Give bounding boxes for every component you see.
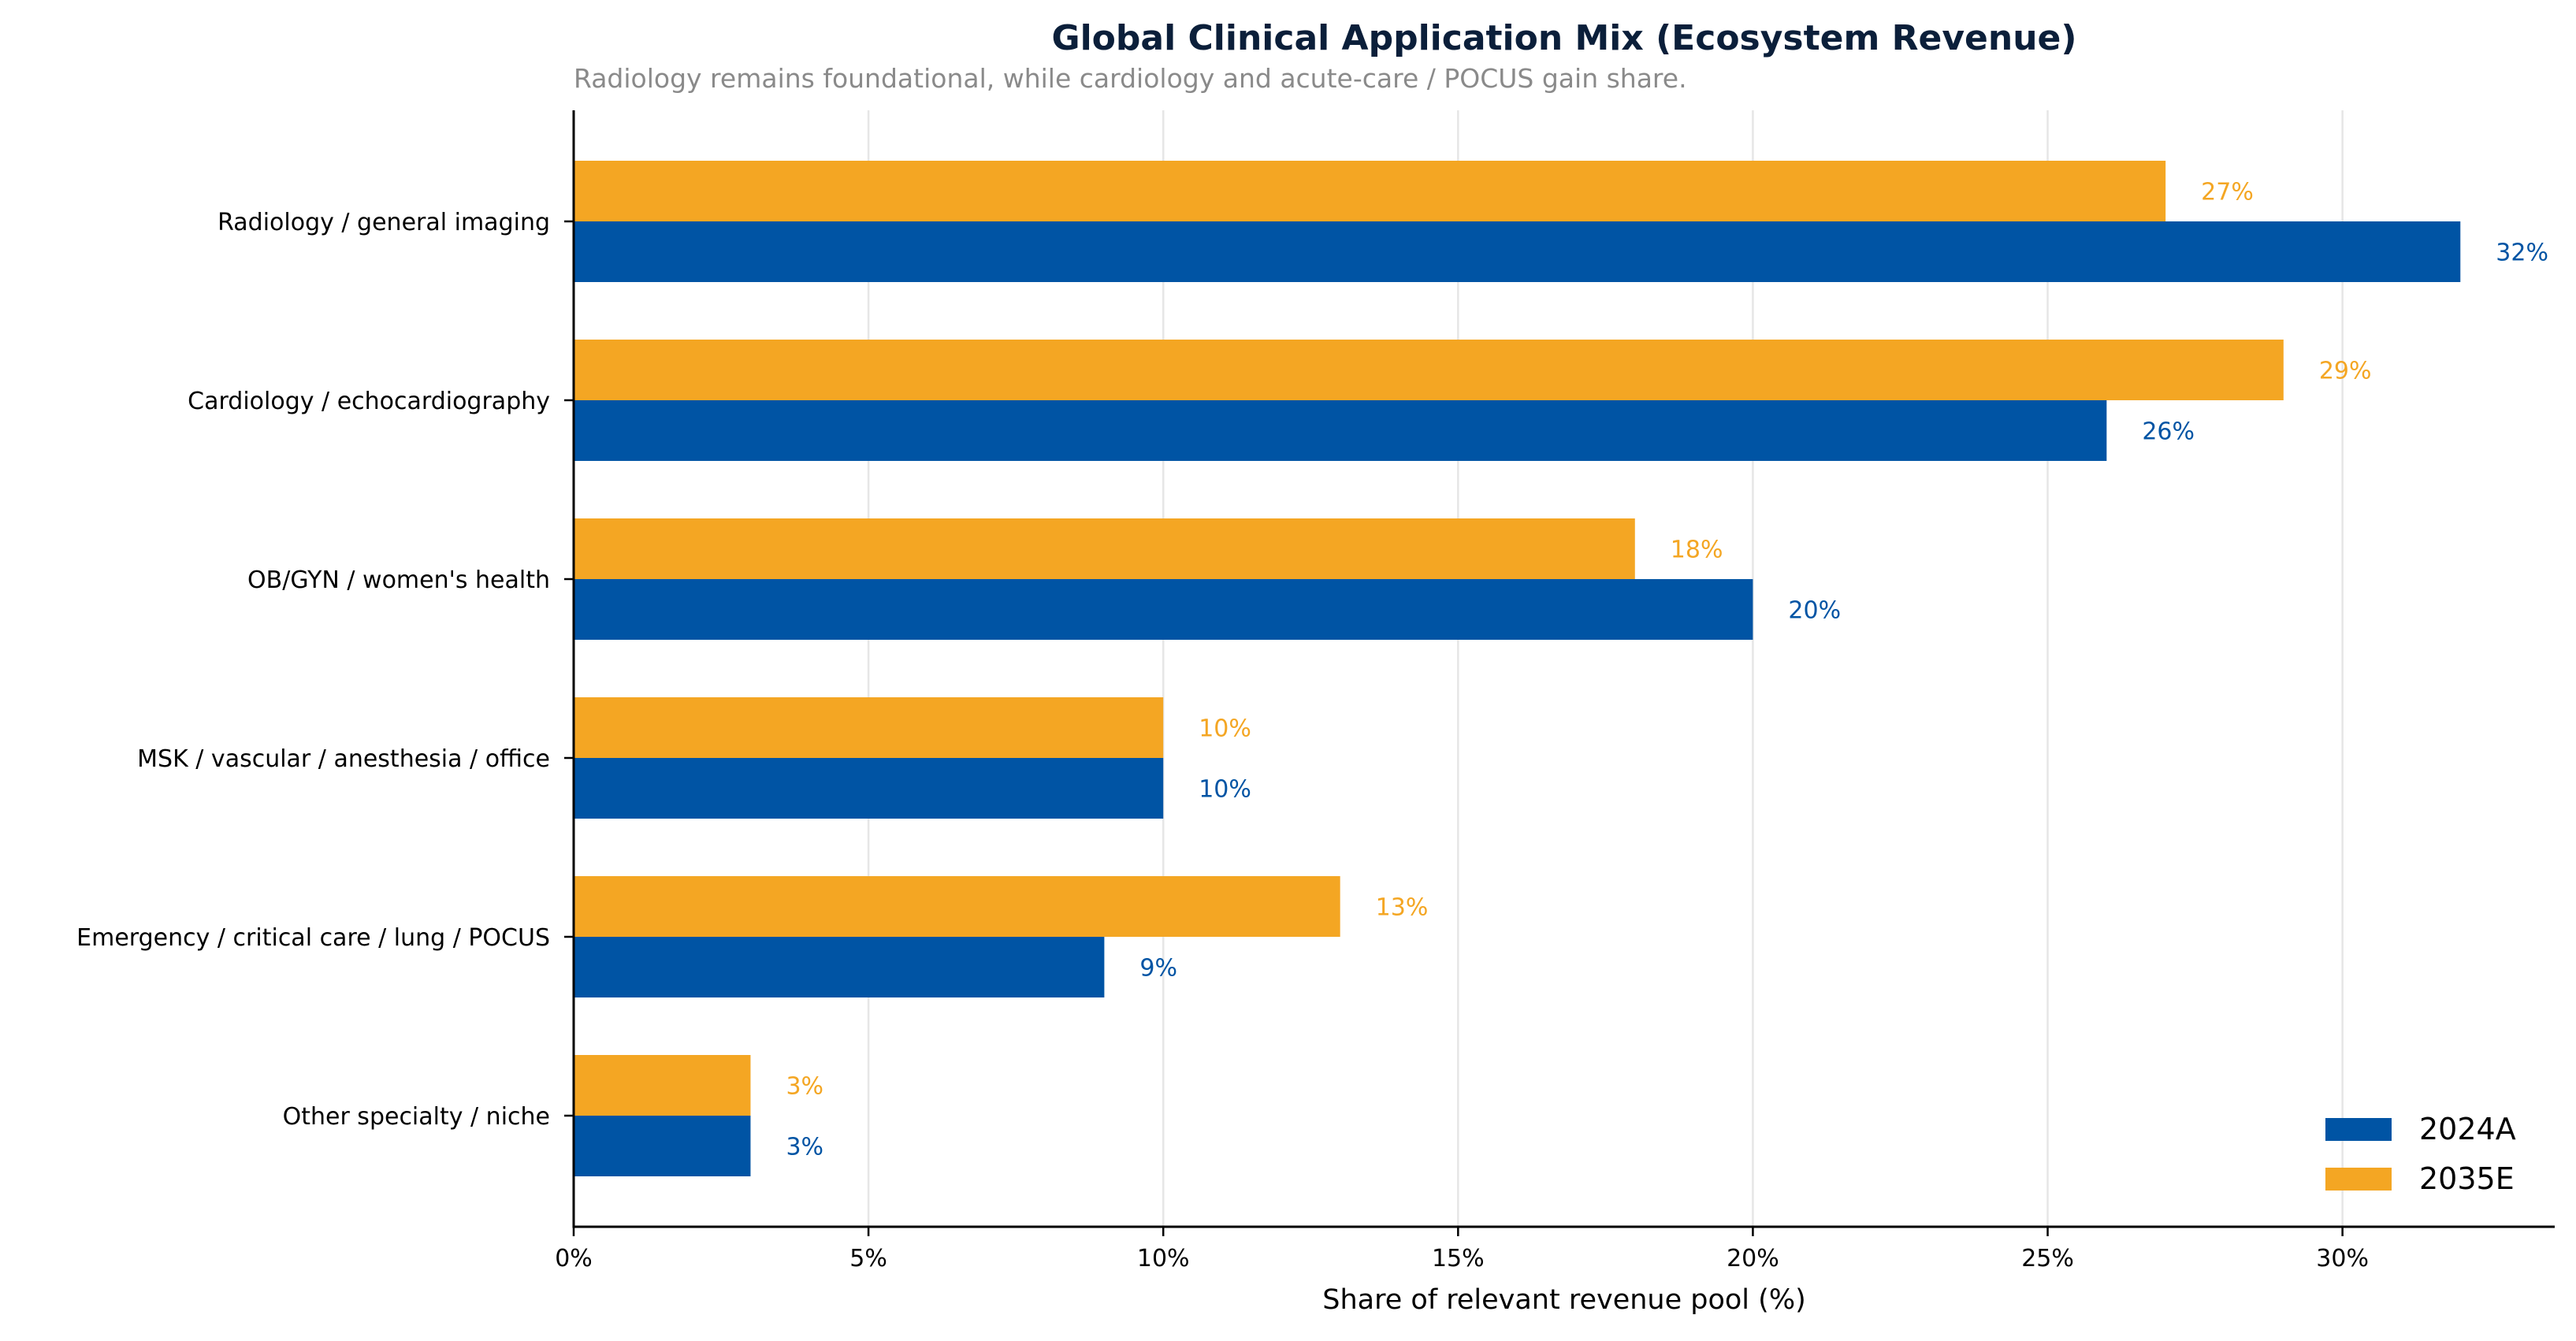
x-tick-label: 20% <box>1727 1245 1779 1272</box>
y-tick-label: Radiology / general imaging <box>217 209 550 236</box>
chart-title: Global Clinical Application Mix (Ecosyst… <box>1051 18 2076 58</box>
bar-2035E <box>574 518 1635 579</box>
bar-2024A <box>574 937 1105 997</box>
x-tick-label: 15% <box>1432 1245 1485 1272</box>
value-label-2024A: 20% <box>1788 597 1841 625</box>
value-labels: 27% 32% 29% 26% 18% 20% 10% 10% 13% 9% 3% 3% <box>786 179 2548 1161</box>
value-label-2024A: 3% <box>786 1134 823 1161</box>
value-label-2024A: 10% <box>1199 776 1251 804</box>
gridlines <box>867 110 2344 1227</box>
legend-label-2024A: 2024A <box>2419 1112 2516 1146</box>
bar-2035E <box>574 161 2166 221</box>
value-label-2024A: 32% <box>2496 240 2548 267</box>
x-tick-label: 10% <box>1137 1245 1190 1272</box>
bar-2024A <box>574 400 2107 461</box>
x-tick-label: 30% <box>2316 1245 2369 1272</box>
bar-2024A <box>574 579 1753 640</box>
legend-swatch-2035E <box>2325 1168 2392 1191</box>
x-tick-label: 25% <box>2021 1245 2074 1272</box>
bars <box>574 161 2461 1176</box>
bar-2035E <box>574 697 1164 758</box>
y-tick-label: Other specialty / niche <box>283 1103 550 1131</box>
value-label-2024A: 9% <box>1139 955 1177 983</box>
y-tick-label: OB/GYN / women's health <box>247 566 550 594</box>
chart-subtitle: Radiology remains foundational, while ca… <box>574 63 1687 94</box>
value-label-2035E: 29% <box>2319 358 2372 385</box>
y-tick-label: Emergency / critical care / lung / POCUS <box>76 924 550 952</box>
bar-2024A <box>574 221 2461 282</box>
bar-2035E <box>574 876 1340 937</box>
x-axis-label: Share of relevant revenue pool (%) <box>1322 1284 1805 1316</box>
bar-2035E <box>574 1055 751 1116</box>
value-label-2024A: 26% <box>2142 418 2195 446</box>
x-tick-label: 0% <box>555 1245 593 1272</box>
value-label-2035E: 18% <box>1671 537 1723 564</box>
x-ticks: 0% 5% 10% 15% 20% 25% 30% <box>555 1227 2369 1272</box>
x-tick-label: 5% <box>849 1245 887 1272</box>
value-label-2035E: 10% <box>1199 715 1251 743</box>
bar-2024A <box>574 1116 751 1176</box>
bar-2024A <box>574 758 1164 819</box>
y-tick-label: Cardiology / echocardiography <box>188 388 550 415</box>
value-label-2035E: 3% <box>786 1073 823 1101</box>
value-label-2035E: 27% <box>2201 179 2254 206</box>
legend: 2024A 2035E <box>2325 1112 2516 1196</box>
y-ticks: Radiology / general imaging Cardiology / … <box>76 209 574 1131</box>
legend-swatch-2024A <box>2325 1118 2392 1141</box>
value-label-2035E: 13% <box>1376 894 1429 922</box>
y-tick-label: MSK / vascular / anesthesia / office <box>137 745 550 773</box>
axes <box>572 110 2555 1228</box>
bar-2035E <box>574 340 2284 400</box>
legend-label-2035E: 2035E <box>2419 1161 2515 1196</box>
